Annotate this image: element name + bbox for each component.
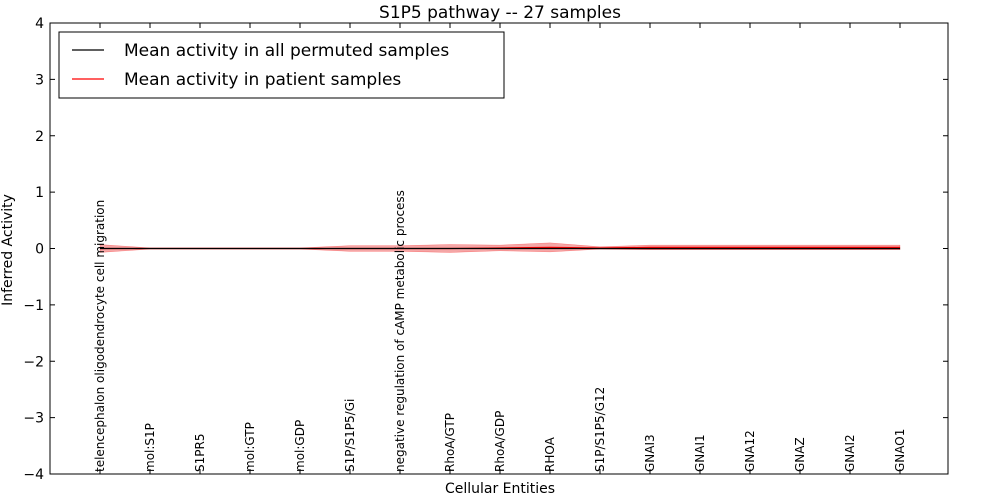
y-axis: 4 3 2 1 0 −1 −2 −3 −4	[23, 16, 948, 483]
y-tick-label: −4	[23, 467, 44, 483]
x-tick-label: mol:S1P	[143, 423, 157, 472]
chart-title: S1P5 pathway -- 27 samples	[379, 3, 621, 23]
x-axis-label: Cellular Entities	[445, 481, 555, 497]
y-axis-label: Inferred Activity	[0, 194, 16, 306]
x-tick-label: RHOA	[543, 436, 557, 472]
y-tick-label: 2	[35, 129, 44, 145]
x-tick-label: GNAZ	[793, 437, 807, 472]
y-tick-label: −2	[23, 354, 44, 370]
x-tick-label: S1PR5	[193, 434, 207, 472]
y-tick-label: 3	[35, 72, 44, 88]
y-tick-label: 1	[35, 185, 44, 201]
x-axis: telencephalon oligodendrocyte cell migra…	[93, 23, 907, 474]
x-tick-label: GNA12	[743, 430, 757, 472]
y-tick-label: −3	[23, 411, 44, 427]
legend-box	[58, 31, 505, 99]
y-tick-label: 0	[35, 242, 44, 258]
legend: Mean activity in all permuted samples Mea…	[58, 31, 505, 99]
x-tick-label: mol:GTP	[243, 422, 257, 472]
x-tick-label: telencephalon oligodendrocyte cell migra…	[93, 200, 107, 472]
x-tick-label: GNAI3	[643, 434, 657, 472]
x-tick-label: RhoA/GTP	[443, 413, 457, 472]
y-tick-label: 4	[35, 16, 44, 32]
x-tick-label: S1P/S1P5/G12	[593, 387, 607, 472]
legend-entry: Mean activity in all permuted samples	[124, 41, 449, 61]
x-tick-label: GNAI2	[843, 434, 857, 472]
x-tick-label: negative regulation of cAMP metabolic pr…	[393, 190, 407, 472]
x-tick-label: GNAO1	[893, 429, 907, 472]
x-tick-label: mol:GDP	[293, 420, 307, 472]
x-tick-label: GNAI1	[693, 434, 707, 472]
x-tick-label: S1P/S1P5/Gi	[343, 399, 357, 472]
legend-entry: Mean activity in patient samples	[124, 70, 401, 90]
x-tick-label: RhoA/GDP	[493, 411, 507, 472]
y-tick-label: −1	[23, 298, 44, 314]
